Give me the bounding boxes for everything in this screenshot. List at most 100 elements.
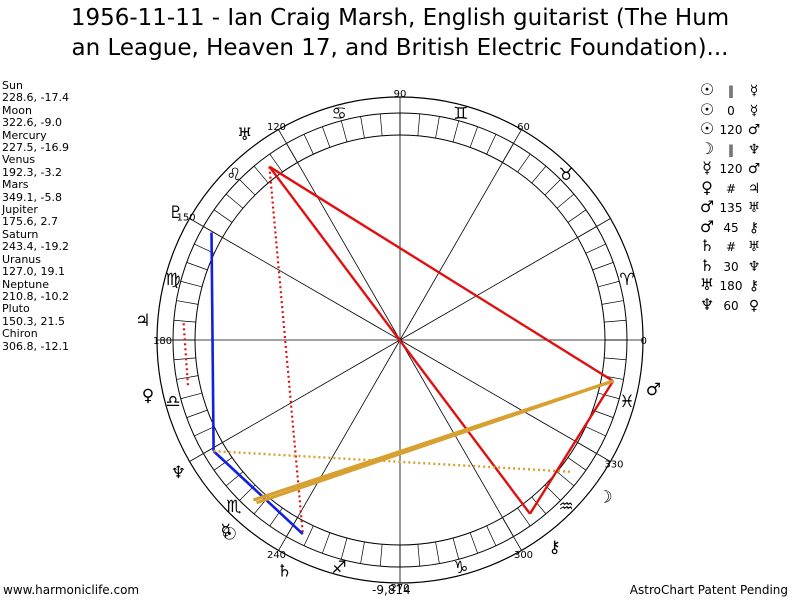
planet-coords: 306.8, -12.1 bbox=[2, 339, 69, 353]
degree-tick bbox=[186, 409, 208, 418]
aspect-line-mercury-mars bbox=[252, 379, 614, 502]
aspect-planet-2-glyph: ♆ bbox=[747, 141, 761, 158]
aspect-type: 120 bbox=[719, 123, 743, 137]
degree-tick bbox=[486, 134, 497, 155]
degree-tick bbox=[360, 541, 365, 564]
jupiter-glyph-icon: ♃ bbox=[135, 311, 150, 331]
sign-divider bbox=[189, 442, 223, 462]
aspect-planet-1-glyph: ♄ bbox=[699, 255, 715, 275]
zodiac-sign-glyph: ♏ bbox=[226, 497, 241, 517]
planet-name: Mars bbox=[2, 178, 29, 192]
degree-tick bbox=[452, 537, 460, 560]
sign-divider bbox=[189, 218, 223, 238]
degree-tick bbox=[194, 426, 215, 437]
planet-coords: 322.6, -9.0 bbox=[2, 116, 62, 130]
degree-tick bbox=[322, 532, 331, 554]
degree-label: 0 bbox=[641, 336, 647, 347]
chart-value: -9,814 bbox=[372, 583, 411, 597]
house-spoke bbox=[399, 162, 503, 341]
zodiac-sign-glyph: ♐ bbox=[332, 558, 347, 578]
mars-glyph-icon: ♂ bbox=[646, 380, 661, 400]
degree-tick bbox=[340, 120, 348, 143]
aspect-planet-1-glyph: ☉ bbox=[699, 119, 715, 138]
zodiac-sign-glyph: ♋ bbox=[332, 104, 347, 124]
degree-tick bbox=[303, 134, 314, 155]
degree-tick bbox=[173, 319, 196, 323]
aspect-planet-2-glyph: ♅ bbox=[747, 200, 761, 216]
aspect-row: ♆ 60 ♀ bbox=[696, 295, 796, 315]
degree-tick bbox=[531, 496, 547, 515]
degree-tick bbox=[585, 243, 606, 254]
degree-tick bbox=[452, 120, 460, 143]
zodiac-sign-glyph: ♊ bbox=[453, 104, 468, 124]
degree-tick bbox=[322, 126, 331, 148]
venus-glyph-icon: ♀ bbox=[142, 386, 154, 406]
zodiac-sign-glyph: ♈ bbox=[619, 270, 634, 290]
degree-tick bbox=[556, 193, 575, 209]
degree-label: 300 bbox=[514, 550, 533, 561]
aspect-planet-1-glyph: ♂ bbox=[699, 197, 715, 216]
degree-tick bbox=[517, 153, 531, 173]
degree-tick bbox=[435, 541, 440, 564]
aspect-line-pluto-neptune bbox=[210, 232, 215, 452]
aspect-type: 60 bbox=[723, 298, 739, 313]
sign-divider bbox=[577, 218, 611, 238]
degree-tick bbox=[604, 319, 627, 323]
degree-label: 240 bbox=[267, 550, 286, 561]
neptune-glyph-icon: ♆ bbox=[171, 463, 186, 483]
aspect-list: ☉ ‖ ☿ ☉ 0 ☿ ☉ 120 ♂ ☽ ‖ ♆ ☿ 120 ♂ ♀ # ♃ ♂ 135 ♅ ♂ 45 ⚷ ♄ # ♅ ♄ 30 ♆ ♅ 1… bbox=[696, 80, 796, 314]
aspect-planet-2-glyph: ♅ bbox=[747, 239, 761, 255]
aspect-line-uranus-chiron bbox=[268, 165, 531, 515]
degree-tick bbox=[176, 300, 199, 305]
moon-glyph-icon: ☽ bbox=[597, 488, 612, 508]
aspect-planet-2-glyph: ♂ bbox=[747, 161, 761, 177]
aspect-row: ♄ 30 ♆ bbox=[696, 256, 796, 276]
house-spoke bbox=[399, 339, 578, 443]
degree-tick bbox=[379, 544, 383, 567]
aspect-line-uranus-saturn bbox=[268, 166, 304, 535]
degree-tick bbox=[469, 532, 478, 554]
aspect-planet-2-glyph: ⚷ bbox=[748, 219, 760, 236]
aspect-planet-2-glyph: ♆ bbox=[747, 258, 761, 275]
planet-coords: 243.4, -19.2 bbox=[2, 240, 69, 254]
planet-name: Uranus bbox=[2, 252, 41, 266]
website-link[interactable]: www.harmoniclife.com bbox=[3, 583, 140, 597]
aspect-row: ♀ # ♃ bbox=[696, 178, 796, 198]
planet-name: Chiron bbox=[2, 327, 38, 341]
degree-tick bbox=[176, 375, 199, 380]
degree-tick bbox=[340, 537, 348, 560]
degree-tick bbox=[469, 126, 478, 148]
planet-name: Venus bbox=[2, 153, 36, 167]
degree-tick bbox=[417, 113, 421, 136]
patent-notice: AstroChart Patent Pending bbox=[629, 583, 788, 597]
planet-position-list: Sun 228.6, -17.4 Moon 322.6, -9.0 Mercury 227… bbox=[2, 79, 69, 353]
sign-divider bbox=[502, 517, 522, 551]
degree-tick bbox=[567, 457, 587, 471]
aspect-planet-1-glyph: ☉ bbox=[699, 80, 715, 99]
chart-title-line-1: 1956-11-11 - Ian Craig Marsh, English gu… bbox=[70, 5, 730, 31]
degree-tick bbox=[592, 409, 614, 418]
degree-tick bbox=[486, 525, 497, 546]
aspect-planet-2-glyph: ♀ bbox=[748, 297, 760, 314]
house-spoke bbox=[222, 339, 401, 443]
degree-tick bbox=[269, 507, 283, 527]
degree-tick bbox=[303, 525, 314, 546]
sign-divider bbox=[577, 442, 611, 462]
aspect-planet-1-glyph: ☽ bbox=[699, 138, 715, 158]
aspect-planet-1-glyph: ♂ bbox=[699, 216, 715, 236]
degree-tick bbox=[253, 165, 269, 184]
house-spoke bbox=[297, 339, 401, 518]
aspect-planet-1-glyph: ☉ bbox=[699, 99, 715, 119]
zodiac-sign-glyph: ♒ bbox=[559, 497, 574, 517]
aspect-row: ☽ ‖ ♆ bbox=[696, 139, 796, 159]
degree-label: 90 bbox=[394, 89, 407, 100]
aspect-line-neptune-saturn bbox=[212, 450, 304, 535]
degree-label: 270 bbox=[390, 583, 409, 594]
aspect-row: ♅ 180 ⚷ bbox=[696, 275, 796, 295]
aspect-type: ‖ bbox=[728, 142, 734, 157]
aspect-planet-1-glyph: ☿ bbox=[702, 158, 712, 177]
degree-tick bbox=[213, 209, 233, 223]
planet-coords: 192.3, -3.2 bbox=[2, 165, 62, 179]
aspect-planet-1-glyph: ♄ bbox=[699, 236, 715, 255]
planet-name: Pluto bbox=[2, 302, 30, 316]
